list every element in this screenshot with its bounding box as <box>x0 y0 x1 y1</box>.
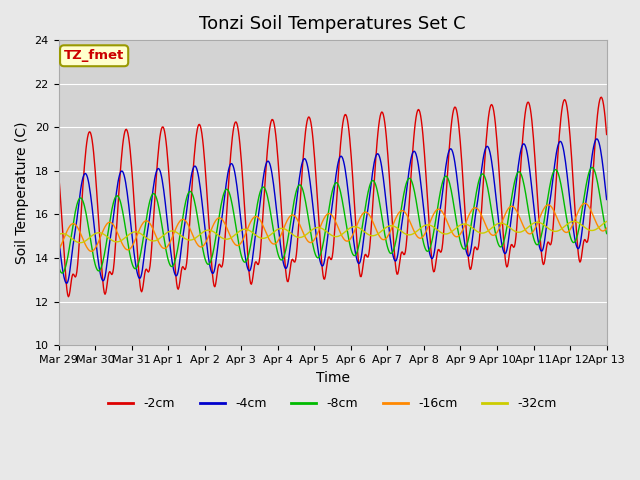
Y-axis label: Soil Temperature (C): Soil Temperature (C) <box>15 121 29 264</box>
Legend: -2cm, -4cm, -8cm, -16cm, -32cm: -2cm, -4cm, -8cm, -16cm, -32cm <box>104 392 562 415</box>
Title: Tonzi Soil Temperatures Set C: Tonzi Soil Temperatures Set C <box>199 15 466 33</box>
X-axis label: Time: Time <box>316 371 349 384</box>
Text: TZ_fmet: TZ_fmet <box>64 49 124 62</box>
